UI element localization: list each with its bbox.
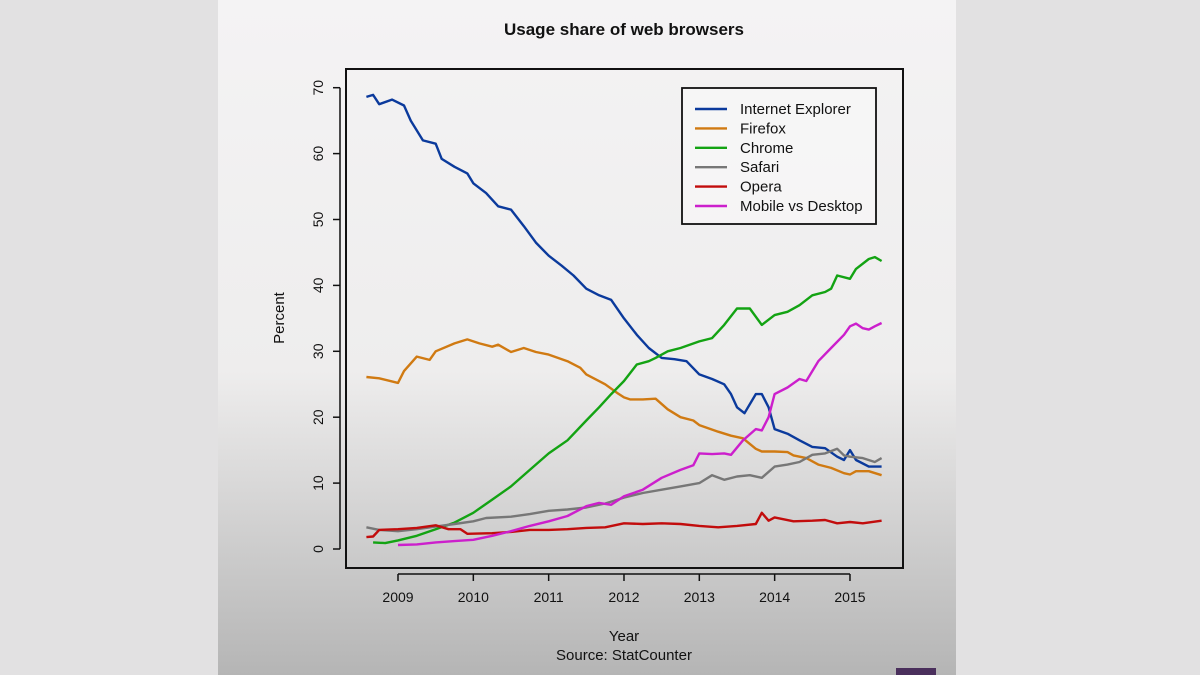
x-tick-label: 2014 xyxy=(759,589,790,605)
y-tick-label: 40 xyxy=(310,277,326,293)
legend-label: Opera xyxy=(740,179,782,196)
x-tick-label: 2015 xyxy=(834,589,865,605)
plot-frame xyxy=(345,68,904,569)
legend-label: Chrome xyxy=(740,140,793,157)
x-tick-label: 2013 xyxy=(684,589,715,605)
x-tick-label: 2011 xyxy=(534,589,564,605)
y-tick-label: 60 xyxy=(310,146,326,162)
series-line-safari xyxy=(366,447,883,533)
y-tick-label: 10 xyxy=(310,475,326,491)
y-tick-label: 0 xyxy=(310,545,326,553)
y-axis-label: Percent xyxy=(271,291,288,344)
chart-title: Usage share of web browsers xyxy=(504,20,744,39)
x-tick-label: 2010 xyxy=(458,589,489,605)
y-tick-label: 30 xyxy=(310,343,326,359)
y-tick-label: 50 xyxy=(310,212,326,228)
x-tick-label: 2012 xyxy=(608,589,639,605)
legend-label: Safari xyxy=(740,159,779,176)
legend-label: Internet Explorer xyxy=(740,101,851,118)
x-tick-label: 2009 xyxy=(382,589,413,605)
series-line-chrome xyxy=(373,255,883,545)
series-line-opera xyxy=(366,511,882,539)
legend: Internet Explorer Firefox Chrome Safari Oper… xyxy=(681,87,877,225)
series-line-mobile-vs-desktop xyxy=(397,321,883,547)
x-axis-label: Year xyxy=(609,628,639,645)
y-tick-label: 20 xyxy=(310,409,326,425)
legend-box xyxy=(681,87,877,225)
series-line-internet-explorer xyxy=(366,93,882,468)
y-tick-label: 70 xyxy=(310,80,326,96)
corner-badge xyxy=(896,668,936,675)
series-line-firefox xyxy=(366,338,882,477)
chart-panel xyxy=(218,0,956,675)
legend-label: Mobile vs Desktop xyxy=(740,198,863,215)
legend-label: Firefox xyxy=(740,120,786,137)
source-caption: Source: StatCounter xyxy=(556,647,692,664)
